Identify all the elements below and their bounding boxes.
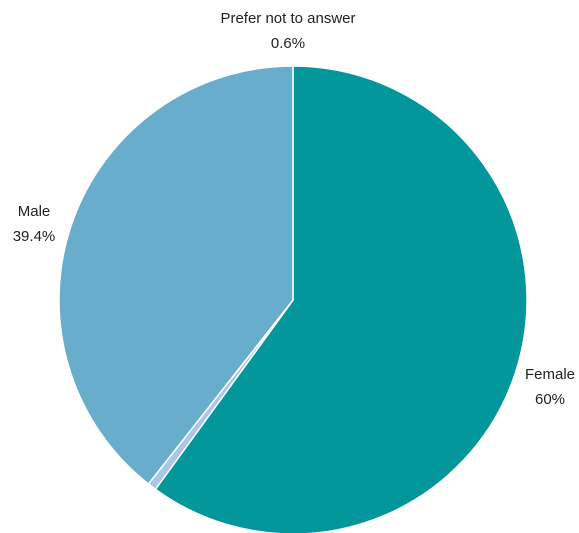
value-female: 60% [535, 391, 565, 408]
value-prefer-not-to-answer: 0.6% [271, 35, 305, 52]
value-male: 39.4% [13, 228, 56, 245]
slice-female [154, 65, 528, 533]
slice-male [58, 65, 294, 485]
label-male: Male [18, 203, 51, 220]
pie-slices [58, 65, 528, 533]
label-female: Female [525, 366, 575, 383]
label-prefer-not-to-answer: Prefer not to answer [220, 10, 355, 27]
